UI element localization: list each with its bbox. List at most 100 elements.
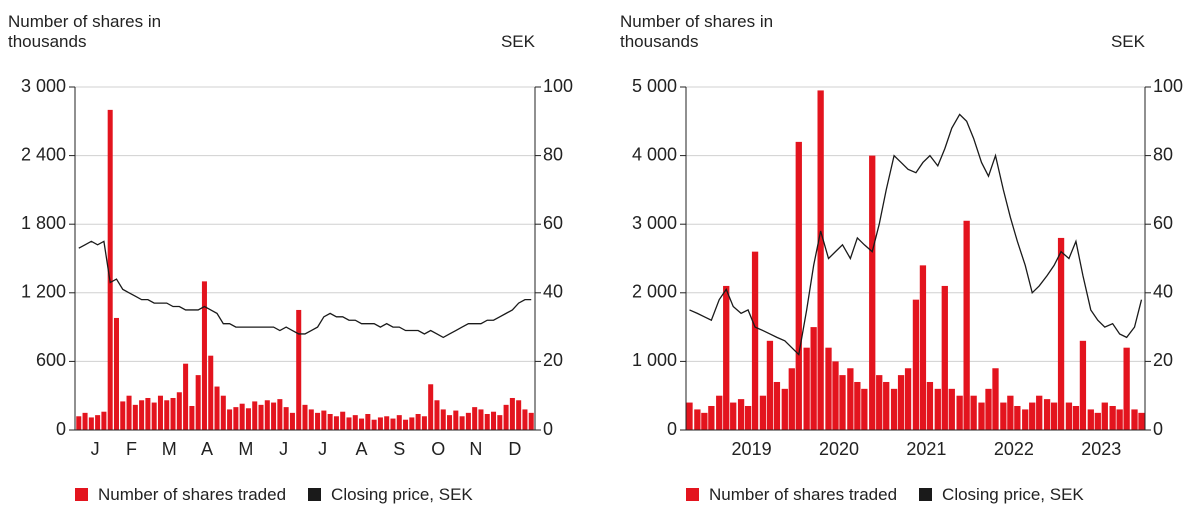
bar xyxy=(132,404,138,430)
bar xyxy=(978,402,985,430)
bar xyxy=(82,412,88,430)
bar xyxy=(258,404,264,430)
line xyxy=(78,240,532,339)
bar xyxy=(759,395,767,430)
bar xyxy=(484,413,490,430)
bar xyxy=(788,368,795,430)
y2-axis-label-text: SEK xyxy=(500,32,535,51)
bar xyxy=(183,363,189,430)
legend-swatch xyxy=(75,488,88,501)
bar xyxy=(956,395,963,430)
y-tick-label: 0 xyxy=(667,419,677,439)
bar xyxy=(1123,347,1130,430)
bar xyxy=(686,402,693,430)
bar xyxy=(926,381,934,430)
y2-axis-label: SEK xyxy=(475,32,535,52)
legend: Number of shares traded Closing price, SE… xyxy=(75,485,495,505)
bar xyxy=(744,405,752,430)
bar xyxy=(195,375,201,430)
bar xyxy=(365,413,371,430)
bar xyxy=(491,411,497,430)
y-tick-label: 2 000 xyxy=(632,282,677,302)
legend-label: Closing price, SEK xyxy=(331,485,473,504)
bar xyxy=(708,405,715,430)
x-tick-label: J xyxy=(91,439,100,459)
bar xyxy=(832,361,839,430)
legend-swatch xyxy=(919,488,933,501)
legend-label: Number of shares traded xyxy=(98,485,287,504)
bar xyxy=(1029,402,1036,430)
x-tick-label: F xyxy=(126,439,137,459)
bar xyxy=(377,417,383,430)
x-tick-label: S xyxy=(393,439,405,459)
y2-tick-label: 0 xyxy=(543,419,553,439)
x-tick-label: O xyxy=(431,439,445,459)
bar xyxy=(283,407,289,430)
y-tick-label: 5 000 xyxy=(632,76,677,96)
x-tick-label: M xyxy=(162,439,177,459)
bar xyxy=(459,416,465,430)
bar xyxy=(1109,405,1116,430)
bar xyxy=(409,417,415,430)
y-tick-label: 4 000 xyxy=(632,144,677,164)
bar xyxy=(948,388,955,430)
bar xyxy=(76,416,82,430)
bar xyxy=(384,416,390,430)
bar xyxy=(113,317,119,430)
bar xyxy=(912,299,920,430)
bar xyxy=(766,340,774,430)
legend-swatch xyxy=(308,488,322,501)
legend-item: Number of shares traded xyxy=(686,485,897,504)
bar xyxy=(465,412,471,430)
x-tick-label: D xyxy=(508,439,521,459)
bar xyxy=(101,411,107,430)
y-tick-label: 1 000 xyxy=(632,350,677,370)
bar xyxy=(503,404,509,430)
bar xyxy=(694,409,701,430)
bar xyxy=(478,409,484,430)
y-tick-label: 1 800 xyxy=(21,213,66,233)
bar xyxy=(252,401,258,430)
bar xyxy=(509,397,515,430)
x-tick-label: 2023 xyxy=(1081,439,1121,459)
bar xyxy=(781,388,788,430)
bar xyxy=(126,395,132,430)
bar xyxy=(970,395,977,430)
bar xyxy=(1007,395,1014,430)
bar xyxy=(428,384,434,430)
bar xyxy=(145,397,151,430)
y-tick-label: 600 xyxy=(36,350,66,370)
bar xyxy=(88,417,94,430)
bar xyxy=(176,392,182,430)
bar xyxy=(472,407,478,430)
bar xyxy=(340,411,346,430)
bar xyxy=(308,409,314,430)
bar xyxy=(327,413,333,430)
y-tick-label: 1 200 xyxy=(21,282,66,302)
y-axis-label: Number of shares in thousands xyxy=(620,12,830,52)
x-tick-label: 2022 xyxy=(994,439,1034,459)
bar xyxy=(992,368,999,430)
bar xyxy=(904,368,912,430)
y2-tick-label: 20 xyxy=(543,350,563,370)
bar xyxy=(528,412,534,430)
legend-label: Closing price, SEK xyxy=(942,485,1084,504)
y-axis-label-text: Number of shares in thousands xyxy=(620,12,774,51)
bar xyxy=(170,397,176,430)
bar xyxy=(897,375,905,430)
y-axis-label-text: Number of shares in thousands xyxy=(8,12,162,51)
x-tick-label: 2021 xyxy=(906,439,946,459)
bar xyxy=(876,375,883,430)
y2-tick-label: 40 xyxy=(1153,282,1173,302)
legend: Number of shares traded Closing price, SE… xyxy=(686,485,1106,505)
bar xyxy=(825,347,832,430)
bar xyxy=(396,415,402,430)
bar xyxy=(107,109,113,430)
line xyxy=(689,113,1143,356)
y2-tick-label: 80 xyxy=(543,144,563,164)
y2-axis-label: SEK xyxy=(1085,32,1145,52)
bar xyxy=(795,141,802,430)
y2-axis-label-text: SEK xyxy=(1110,32,1145,51)
y2-tick-label: 60 xyxy=(1153,213,1173,233)
